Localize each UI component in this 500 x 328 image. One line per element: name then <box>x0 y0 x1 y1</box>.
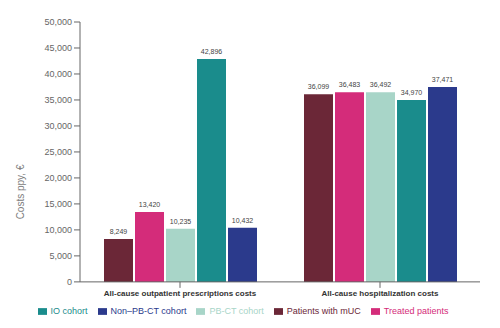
svg-text:0: 0 <box>67 277 72 287</box>
svg-text:10,235: 10,235 <box>170 218 192 225</box>
html-text:PB-CT cohort: PB-CT cohort <box>209 305 264 316</box>
svg-text:36,492: 36,492 <box>370 81 392 88</box>
svg-text:30,000: 30,000 <box>44 121 72 131</box>
html-text:Treated patients: Treated patients <box>383 305 449 316</box>
svg-text:20,000: 20,000 <box>44 173 72 183</box>
svg-text:42,896: 42,896 <box>201 48 223 55</box>
svg-text:5,000: 5,000 <box>49 251 72 261</box>
svg-text:25,000: 25,000 <box>44 147 72 157</box>
svg-text:8,249: 8,249 <box>110 228 128 235</box>
svg-text:10,432: 10,432 <box>232 217 254 224</box>
svg-text:36,483: 36,483 <box>339 81 361 88</box>
svg-text:13,420: 13,420 <box>139 201 161 208</box>
svg-text:36,099: 36,099 <box>308 83 330 90</box>
svg-text:40,000: 40,000 <box>44 69 72 79</box>
svg-text:Costs ppy, €: Costs ppy, € <box>15 164 26 219</box>
svg-text:35,000: 35,000 <box>44 95 72 105</box>
svg-text:10,000: 10,000 <box>44 225 72 235</box>
svg-text:45,000: 45,000 <box>44 43 72 53</box>
svg-text:37,471: 37,471 <box>432 76 454 83</box>
svg-text:All-cause hospitalization cost: All-cause hospitalization costs <box>322 289 439 298</box>
html-text:IO cohort: IO cohort <box>50 305 88 316</box>
svg-text:50,000: 50,000 <box>44 17 72 27</box>
svg-text:All-cause outpatient prescript: All-cause outpatient prescriptions costs <box>104 289 257 298</box>
svg-text:34,970: 34,970 <box>401 89 423 96</box>
html-text:Non–PB-CT cohort: Non–PB-CT cohort <box>110 305 187 316</box>
svg-text:15,000: 15,000 <box>44 199 72 209</box>
html-text:Patients with mUC: Patients with mUC <box>286 305 361 316</box>
